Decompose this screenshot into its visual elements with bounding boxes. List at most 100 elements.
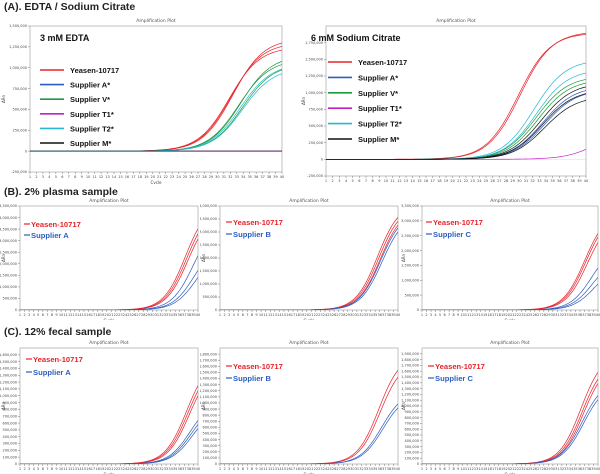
- x-tick-label: 28: [341, 467, 345, 471]
- x-tick-label: 35: [573, 313, 577, 317]
- x-tick-label: 32: [359, 313, 363, 317]
- x-tick-label: 31: [222, 175, 226, 179]
- y-tick-label: 1,500,000: [0, 274, 17, 278]
- x-tick-label: 20: [506, 467, 510, 471]
- x-tick-label: 26: [189, 175, 193, 179]
- plot-frame: [421, 205, 599, 311]
- x-tick-label: 31: [355, 313, 359, 317]
- y-tick-label: 0: [417, 308, 419, 312]
- y-axis-label: ΔRn: [401, 254, 406, 263]
- x-axis-label: Cycle: [304, 318, 315, 320]
- y-tick-label: 800,000: [3, 408, 17, 412]
- series-curve-supplier-a: [20, 277, 198, 310]
- x-tick-label: 4: [233, 467, 236, 471]
- legend-label: Supplier V*: [70, 95, 110, 104]
- y-axis-label: ΔRn: [201, 402, 206, 411]
- x-tick-label: 1: [29, 175, 31, 179]
- x-tick-label: 39: [591, 313, 595, 317]
- x-tick-label: 38: [587, 313, 591, 317]
- x-tick-label: 3: [430, 467, 432, 471]
- plot-title: Amplification Plot: [89, 340, 129, 346]
- x-tick-label: 29: [546, 313, 550, 317]
- y-tick-label: 0: [215, 462, 217, 466]
- x-tick-label: 28: [141, 467, 145, 471]
- chart-plasma-c: Amplification Plot 0 500,000 1,000,000 1,500…: [401, 198, 600, 320]
- x-tick-label: 12: [469, 467, 473, 471]
- x-tick-label: 34: [569, 467, 574, 471]
- chart-fecal-a: Amplification Plot 0 100,000 200,000 300,000…: [0, 340, 200, 474]
- y-tick-label: 700,000: [3, 414, 17, 418]
- x-tick-label: 23: [519, 313, 523, 317]
- y-tick-label: 750,000: [309, 108, 323, 112]
- x-tick-label: 39: [391, 313, 395, 317]
- x-tick-label: 30: [350, 467, 354, 471]
- x-tick-label: 26: [132, 313, 136, 317]
- x-tick-label: 3: [228, 467, 230, 471]
- legend-label: Yeasen-10717: [233, 218, 283, 227]
- y-tick-label: 3,000,000: [401, 219, 419, 223]
- x-tick-label: 29: [209, 175, 213, 179]
- x-tick-label: 18: [437, 179, 441, 183]
- x-tick-label: 6: [242, 313, 244, 317]
- x-tick-label: 19: [144, 175, 148, 179]
- x-tick-label: 29: [546, 467, 550, 471]
- x-tick-label: 1: [19, 467, 21, 471]
- x-tick-label: 13: [474, 313, 478, 317]
- x-tick-label: 6: [61, 175, 63, 179]
- curves: [422, 372, 598, 464]
- x-tick-label: 28: [202, 175, 206, 179]
- x-tick-label: 40: [596, 313, 600, 317]
- x-tick-label: 3: [430, 313, 432, 317]
- y-tick-label: 1,700,000: [401, 364, 419, 368]
- legend-label: Yeasen-10717: [233, 362, 283, 371]
- x-tick-label: 40: [396, 467, 400, 471]
- x-tick-label: 21: [309, 313, 313, 317]
- x-tick-label: 14: [277, 313, 282, 317]
- legend-label: Supplier A*: [70, 81, 110, 90]
- legend-label: Supplier T2*: [358, 120, 402, 129]
- x-tick-label: 12: [268, 313, 272, 317]
- y-tick-label: 1,400,000: [401, 381, 419, 385]
- x-tick-label: 35: [573, 467, 577, 471]
- chart-edta: Amplification Plot -250,000 0 250,000 500,00…: [1, 18, 284, 184]
- x-tick-label: 39: [191, 467, 195, 471]
- x-tick-label: 12: [68, 313, 72, 317]
- x-tick-label: 16: [86, 467, 90, 471]
- x-tick-label: 39: [591, 467, 595, 471]
- x-axis-label: Cycle: [104, 318, 115, 320]
- x-tick-label: 6: [358, 179, 360, 183]
- curves: [20, 385, 198, 464]
- y-tick-label: 3,500,000: [0, 227, 17, 231]
- y-tick-label: 1,000,000: [305, 91, 323, 95]
- x-tick-label: 7: [448, 313, 450, 317]
- y-tick-label: 500,000: [203, 295, 217, 299]
- y-tick-label: 0: [25, 149, 27, 153]
- x-tick-label: 21: [510, 313, 514, 317]
- x-tick-label: 27: [136, 467, 140, 471]
- x-tick-label: 16: [487, 467, 491, 471]
- y-tick-label: 1,200,000: [200, 389, 217, 393]
- y-tick-label: 1,200,000: [401, 393, 419, 397]
- legend-label: Supplier M*: [70, 139, 111, 148]
- x-tick-label: 38: [267, 175, 271, 179]
- chart-plasma-b: Amplification Plot 0 500,000 1,000,000 1,500…: [200, 198, 400, 320]
- y-tick-label: 200,000: [203, 450, 217, 454]
- x-tick-label: 12: [469, 313, 473, 317]
- x-tick-label: 23: [118, 313, 122, 317]
- x-tick-label: 1: [19, 313, 21, 317]
- x-axis-label: Cycle: [104, 472, 115, 474]
- y-tick-label: 1,500,000: [401, 375, 419, 379]
- x-tick-label: 15: [417, 179, 421, 183]
- x-tick-label: 24: [323, 467, 328, 471]
- x-tick-label: 5: [237, 313, 239, 317]
- x-tick-label: 15: [82, 313, 86, 317]
- x-tick-label: 8: [51, 313, 53, 317]
- series-curve-supplier-a: [20, 428, 198, 464]
- x-tick-label: 14: [410, 179, 415, 183]
- x-tick-label: 37: [382, 313, 386, 317]
- legend-label: Supplier T1*: [70, 110, 114, 119]
- y-tick-label: 0: [215, 308, 217, 312]
- x-tick-label: 33: [364, 313, 368, 317]
- x-tick-label: 9: [457, 467, 459, 471]
